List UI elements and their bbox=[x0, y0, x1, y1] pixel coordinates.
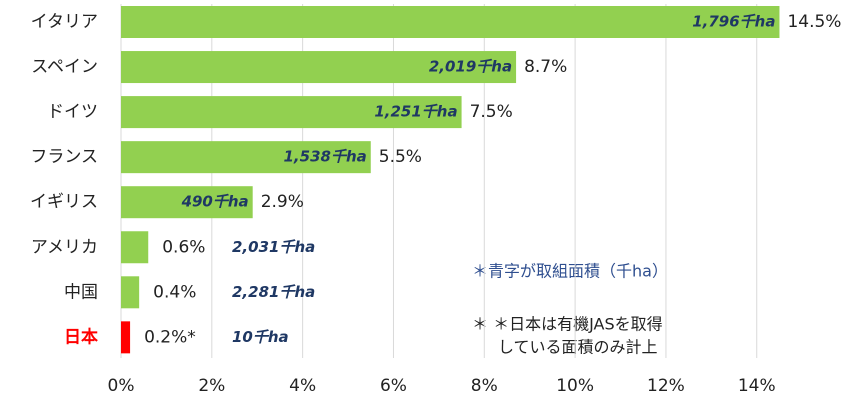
area-label: 2,281千ha bbox=[232, 283, 315, 301]
value-label: 8.7% bbox=[524, 57, 567, 77]
y-tick-label: イタリア bbox=[31, 12, 98, 32]
area-label: 490千ha bbox=[181, 193, 249, 211]
x-tick-label: 8% bbox=[471, 376, 498, 396]
y-tick-label: ドイツ bbox=[47, 102, 98, 122]
bar bbox=[121, 276, 140, 309]
area-label: 1,796千ha bbox=[692, 13, 775, 31]
bar bbox=[121, 96, 462, 129]
value-label: 2.9% bbox=[261, 192, 304, 212]
area-label: 10千ha bbox=[232, 328, 289, 346]
bar bbox=[121, 231, 149, 264]
x-tick-label: 12% bbox=[647, 376, 685, 396]
bar bbox=[121, 6, 780, 38]
x-tick-label: 6% bbox=[380, 376, 407, 396]
x-tick-label: 0% bbox=[108, 376, 135, 396]
x-tick-label: 14% bbox=[738, 376, 776, 396]
x-tick-label: 2% bbox=[198, 376, 225, 396]
value-label: 5.5% bbox=[379, 147, 422, 167]
x-tick-label: 4% bbox=[289, 376, 316, 396]
value-label: 14.5% bbox=[787, 12, 841, 32]
y-tick-label: アメリカ bbox=[31, 237, 98, 257]
value-label: 0.4% bbox=[153, 282, 196, 302]
bar bbox=[121, 321, 131, 354]
y-tick-label: 中国 bbox=[64, 282, 98, 302]
bar bbox=[121, 186, 253, 219]
annotation: ＊ ＊日本は有機JASを取得 bbox=[472, 315, 663, 334]
value-label: 0.6% bbox=[162, 237, 205, 257]
area-label: 2,031千ha bbox=[232, 238, 315, 256]
y-tick-label: フランス bbox=[30, 147, 98, 167]
value-label: 0.2%* bbox=[144, 327, 196, 347]
annotation: ＊青字が取組面積（千ha） bbox=[472, 262, 668, 281]
annotation: している面積のみ計上 bbox=[498, 338, 658, 357]
area-label: 1,538千ha bbox=[284, 148, 367, 166]
y-tick-label: 日本 bbox=[64, 326, 98, 347]
area-label: 2,019千ha bbox=[429, 58, 512, 76]
y-tick-label: イギリス bbox=[30, 192, 98, 212]
bar bbox=[121, 51, 517, 84]
area-label: 1,251千ha bbox=[374, 103, 457, 121]
value-label: 7.5% bbox=[470, 102, 513, 122]
bar bbox=[121, 141, 371, 174]
y-tick-label: スペイン bbox=[31, 57, 98, 77]
x-tick-label: 10% bbox=[556, 376, 594, 396]
